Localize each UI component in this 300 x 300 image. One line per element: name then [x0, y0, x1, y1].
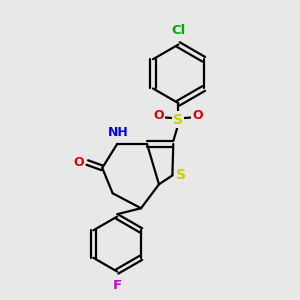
Text: S: S: [176, 168, 186, 182]
Text: O: O: [193, 110, 203, 122]
Text: F: F: [112, 279, 122, 292]
Text: O: O: [154, 110, 164, 122]
Text: Cl: Cl: [171, 24, 185, 37]
Text: NH: NH: [108, 126, 129, 139]
Text: S: S: [173, 112, 183, 127]
Text: O: O: [73, 156, 84, 169]
